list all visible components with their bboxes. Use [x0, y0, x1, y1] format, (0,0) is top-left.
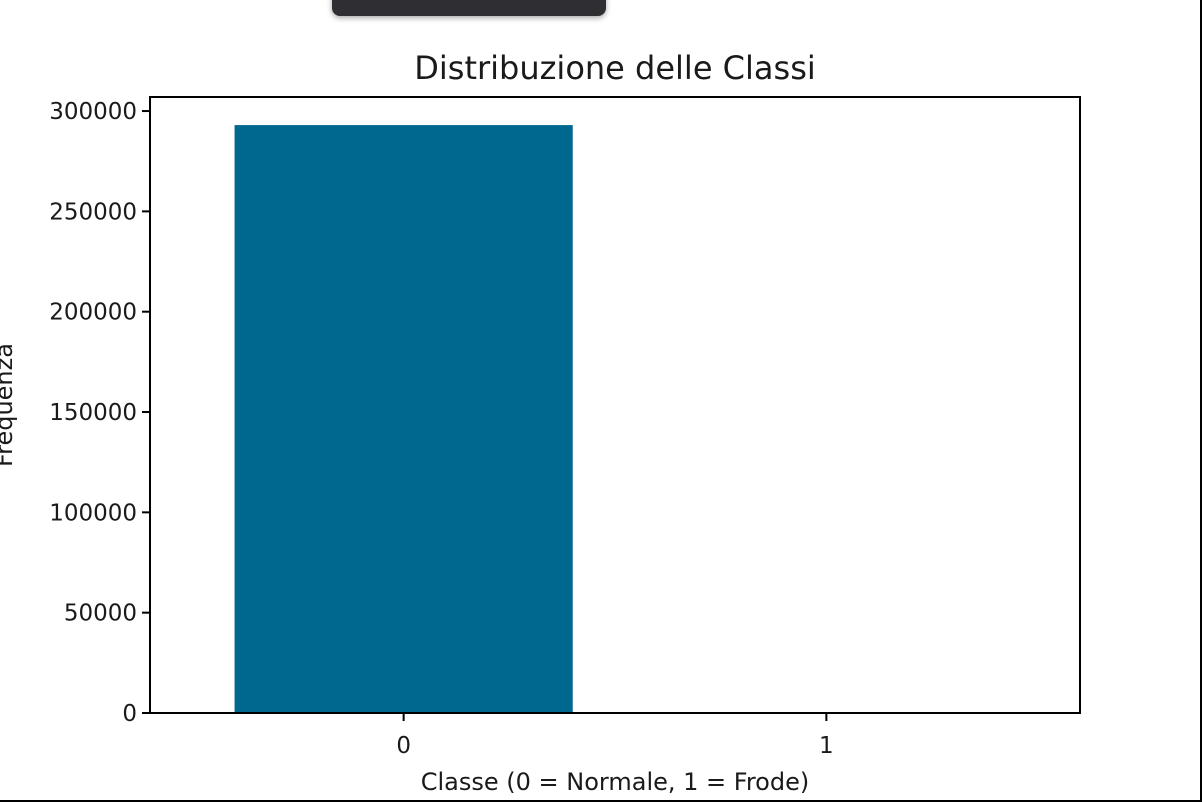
bars — [234, 125, 996, 714]
y-tick-label: 50000 — [64, 601, 137, 627]
y-tick-label: 100000 — [49, 500, 137, 526]
tooltip-bar — [332, 0, 606, 16]
y-tick-label: 250000 — [49, 199, 137, 225]
y-tick-label: 150000 — [49, 400, 137, 426]
frame-border-bottom — [0, 800, 1202, 802]
x-tick-label: 1 — [819, 733, 834, 759]
x-axis-label: Classe (0 = Normale, 1 = Frode) — [421, 768, 809, 796]
frame-border-right — [1200, 0, 1202, 802]
plot-frame — [149, 96, 1081, 714]
y-axis-label: Frequenza — [0, 343, 18, 467]
bar-class-0 — [234, 125, 573, 714]
y-axis: 0 50000 100000 150000 200000 250000 300000 — [49, 99, 150, 727]
y-tick-label: 200000 — [49, 300, 137, 326]
y-tick-label: 0 — [122, 701, 137, 727]
y-tick-label: 300000 — [49, 99, 137, 125]
x-tick-label: 0 — [396, 733, 411, 759]
chart-title: Distribuzione delle Classi — [414, 49, 816, 87]
